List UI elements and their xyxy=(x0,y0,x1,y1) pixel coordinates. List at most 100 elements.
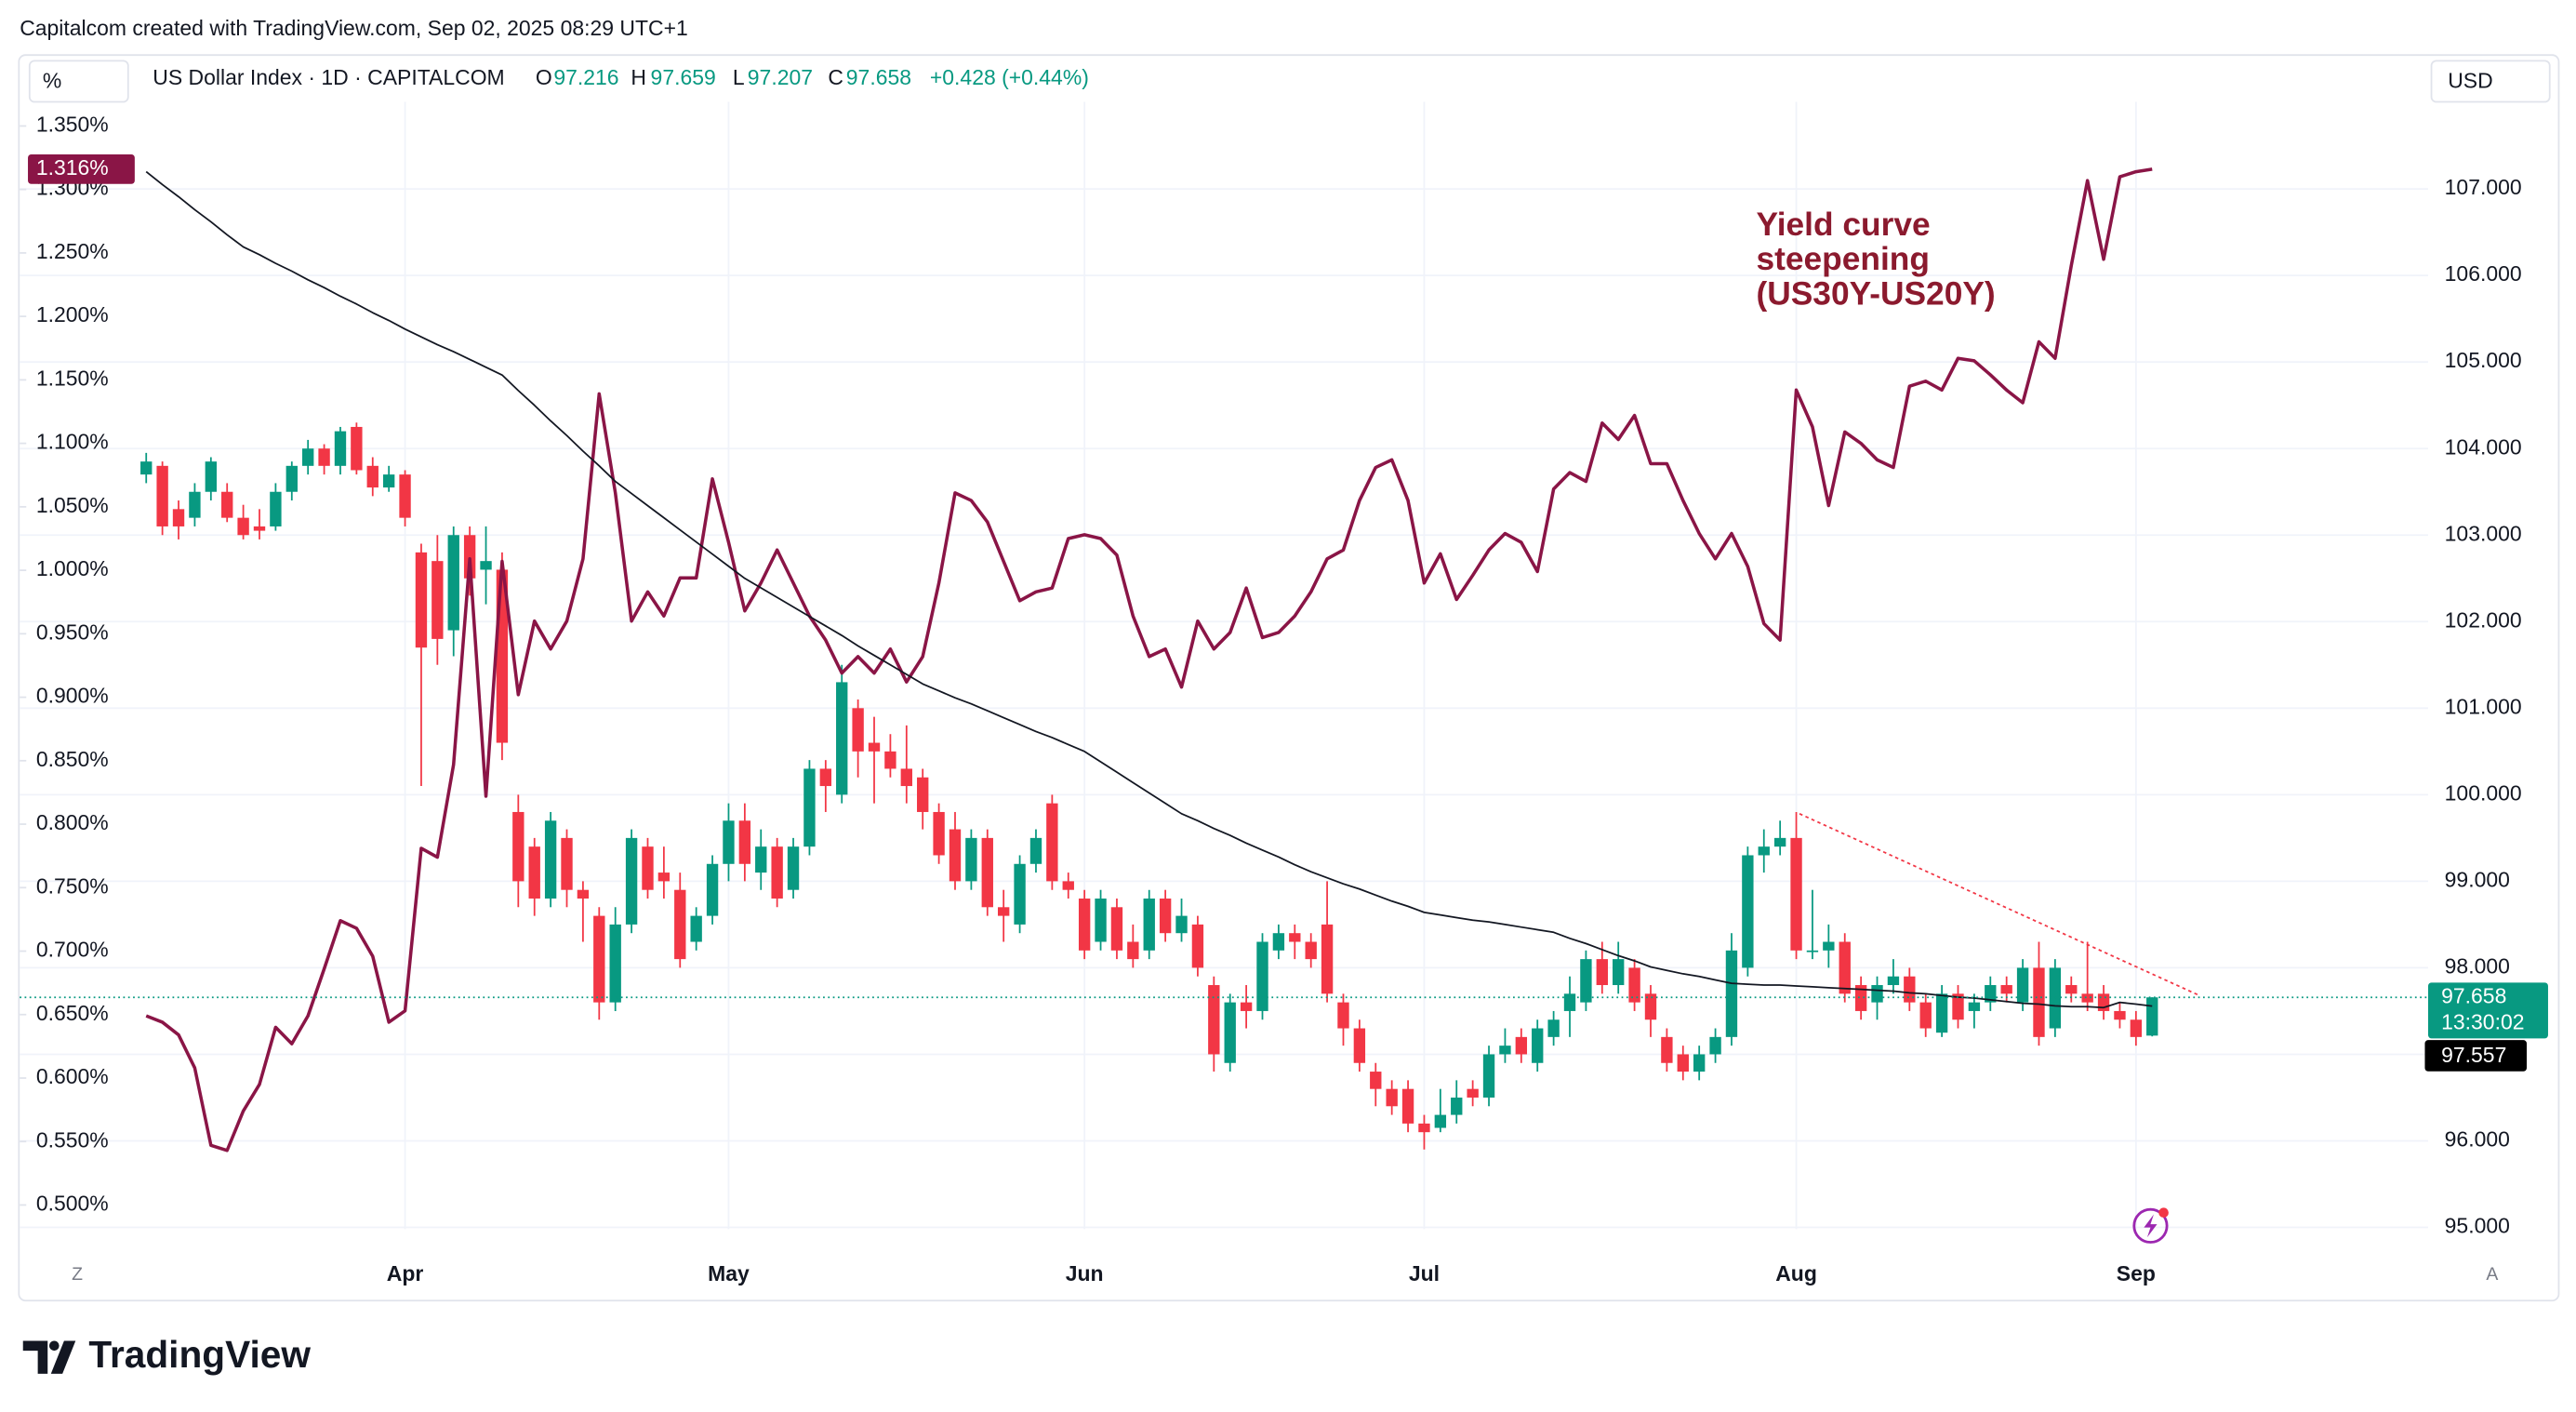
candle-body xyxy=(917,777,929,812)
y2-tick-label: 1.250% xyxy=(36,239,109,263)
ohlc-value: 97.207 xyxy=(748,65,813,89)
ohlc-value: 97.216 xyxy=(553,65,618,89)
candle-body xyxy=(1386,1088,1398,1107)
y2-tick-label: 0.600% xyxy=(36,1064,109,1088)
candle-body xyxy=(1644,993,1657,1020)
y2-tick-label: 1.200% xyxy=(36,302,109,326)
ma-badge-value: 97.557 xyxy=(2441,1043,2506,1067)
candle-body xyxy=(1095,898,1107,942)
candle-body xyxy=(1871,985,1883,1003)
candle-body xyxy=(1709,1036,1721,1055)
y2-tick-label: 0.650% xyxy=(36,1001,109,1025)
candle-body xyxy=(2049,967,2062,1029)
candle-body xyxy=(1773,837,1786,847)
x-tick-label: Aug xyxy=(1775,1261,1817,1285)
candle-body xyxy=(415,552,428,648)
candle-body xyxy=(1482,1054,1495,1098)
candle-body xyxy=(1968,1002,1981,1011)
candle-body xyxy=(205,461,217,492)
candle-body xyxy=(512,811,524,882)
candle-body xyxy=(949,829,962,882)
candle-body xyxy=(1321,924,1334,994)
left-unit-box[interactable] xyxy=(28,60,129,103)
candle-body xyxy=(706,863,719,916)
candle-body xyxy=(1014,863,1026,925)
candle-body xyxy=(285,465,298,492)
chart-frame xyxy=(18,54,2560,1302)
ohlc-letter: H xyxy=(631,65,646,89)
y-tick-label: 95.000 xyxy=(2445,1214,2510,1238)
candle-body xyxy=(690,915,702,942)
x-tick-label: May xyxy=(708,1261,750,1285)
candle-body xyxy=(1467,1088,1479,1098)
icon-ring xyxy=(2132,1207,2169,1244)
candle-body xyxy=(577,889,590,899)
candle-body xyxy=(997,907,1010,916)
candle-body xyxy=(156,465,168,526)
candle-body xyxy=(432,561,444,639)
candle-body xyxy=(755,846,767,873)
candle-body xyxy=(884,751,896,769)
candle-body xyxy=(1515,1036,1528,1055)
candle-body xyxy=(1370,1072,1382,1089)
corner-label[interactable]: A xyxy=(2486,1264,2498,1285)
x-tick-label: Jul xyxy=(1409,1261,1440,1285)
candle-body xyxy=(787,846,800,890)
y2-tick-label: 1.100% xyxy=(36,430,109,454)
candle-body xyxy=(771,846,783,899)
candle-body xyxy=(1790,837,1802,951)
y2-tick-label: 0.500% xyxy=(36,1192,109,1216)
candle-body xyxy=(1208,985,1220,1055)
candle-body xyxy=(1143,898,1155,951)
candle-body xyxy=(140,461,153,475)
lightning-icon[interactable] xyxy=(2132,1207,2169,1244)
overlay: % USD US Dollar Index · 1D · CAPITALCOM … xyxy=(20,60,2551,1376)
candle-body xyxy=(270,491,282,526)
candle-body xyxy=(463,535,476,579)
candle-body xyxy=(253,526,266,531)
candle-body xyxy=(1547,1019,1560,1037)
logo-mark xyxy=(22,1340,48,1374)
corner-label[interactable]: Z xyxy=(72,1264,83,1285)
candle-body xyxy=(1353,1028,1366,1063)
candle-body xyxy=(1904,976,1916,1003)
candle-body xyxy=(1919,1002,1932,1029)
y-tick-label: 101.000 xyxy=(2445,694,2522,718)
candle-body xyxy=(1240,1002,1253,1011)
yield-badge xyxy=(28,153,135,184)
right-unit-box[interactable] xyxy=(2430,60,2551,103)
candle-body xyxy=(803,768,816,847)
candle-body xyxy=(852,708,864,752)
candle-body xyxy=(609,924,621,1003)
candle-body xyxy=(1451,1097,1463,1115)
candle-body xyxy=(1677,1054,1689,1072)
candle-body xyxy=(1401,1088,1414,1124)
candle-body xyxy=(1532,1028,1544,1063)
candle-body xyxy=(399,474,411,518)
candle-body xyxy=(1839,941,1851,994)
candle-body xyxy=(1693,1054,1706,1072)
candle-body xyxy=(1434,1114,1447,1128)
candle-body xyxy=(544,820,557,899)
ma-badge xyxy=(2424,1040,2528,1072)
y2-tick-label: 0.900% xyxy=(36,684,109,708)
right-unit: USD xyxy=(2448,68,2492,92)
candle-body xyxy=(657,873,671,882)
candle-body xyxy=(1854,985,1867,1011)
icon-dot xyxy=(2158,1207,2169,1219)
candle-body xyxy=(447,535,459,631)
candle-body xyxy=(318,448,330,466)
y2-tick-label: 0.750% xyxy=(36,873,109,898)
x-tick-label: Sep xyxy=(2117,1261,2156,1285)
candle-body xyxy=(1029,837,1042,864)
candle-body xyxy=(561,837,573,890)
ohlc-letter: O xyxy=(536,65,552,89)
candle-body xyxy=(480,561,492,570)
y-tick-label: 99.000 xyxy=(2445,867,2510,891)
candle-body xyxy=(1127,941,1139,960)
ohlc-value: 97.659 xyxy=(651,65,716,89)
candle-body xyxy=(528,846,540,899)
y-tick-label: 96.000 xyxy=(2445,1127,2510,1152)
icon-bolt xyxy=(2144,1214,2158,1238)
